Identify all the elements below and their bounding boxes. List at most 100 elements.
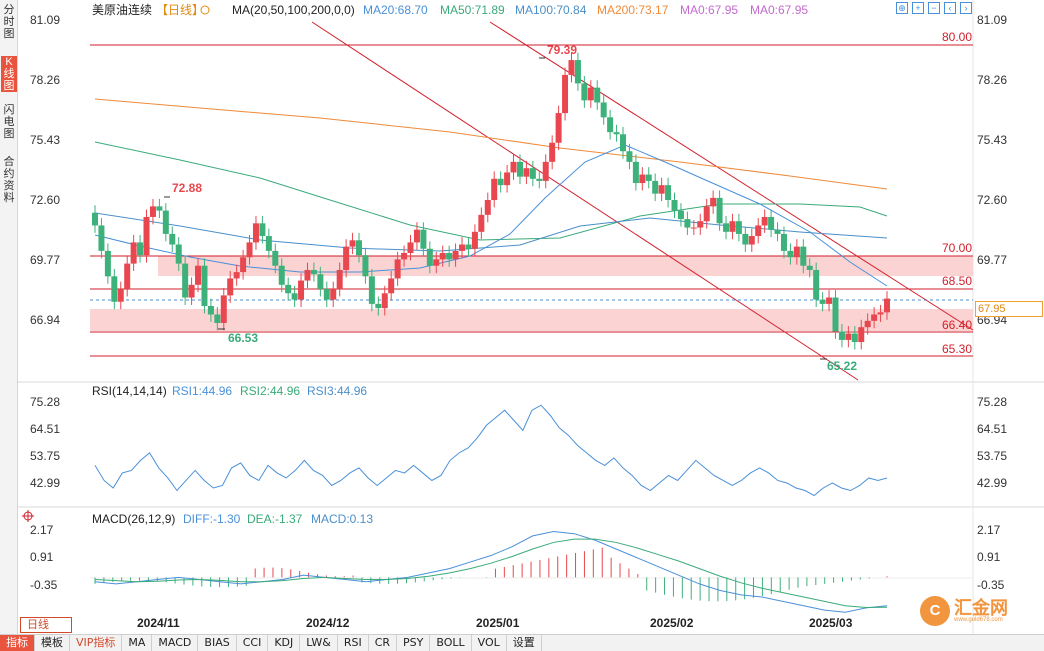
candle-body xyxy=(92,212,98,226)
tab-cci[interactable]: CCI xyxy=(237,635,269,651)
candle-body xyxy=(130,242,137,264)
watermark-url: www.gold678.com xyxy=(954,617,1003,623)
candle-body xyxy=(330,289,337,300)
candle-body xyxy=(574,60,581,84)
tab-kdj[interactable]: KDJ xyxy=(268,635,301,651)
svg-text:2025/02: 2025/02 xyxy=(650,616,694,630)
tab-psy[interactable]: PSY xyxy=(397,635,431,651)
tab-templates[interactable]: 模板 xyxy=(35,635,70,651)
support-zone xyxy=(90,309,973,331)
macd-dea-line xyxy=(94,538,888,608)
candle-body xyxy=(671,200,678,211)
tab-contract-info[interactable]: 合约资料 xyxy=(3,156,15,204)
candle-body xyxy=(104,250,111,277)
macd-diff-line xyxy=(94,531,888,613)
rsi-title: RSI(14,14,14) xyxy=(92,384,167,398)
svg-text:72.60: 72.60 xyxy=(30,193,60,207)
candle-body xyxy=(201,265,208,307)
zoom-in-icon[interactable]: + xyxy=(912,2,924,14)
candle-body xyxy=(394,259,401,279)
svg-text:0.91: 0.91 xyxy=(30,550,54,564)
fullscreen-icon[interactable]: ⊕ xyxy=(896,2,908,14)
low-left-annotation: 66.53 xyxy=(228,331,258,345)
svg-text:2024/11: 2024/11 xyxy=(137,616,180,630)
candle-body xyxy=(240,257,247,273)
candle-body xyxy=(684,219,691,228)
candle-body xyxy=(755,225,762,237)
tab-timeshare[interactable]: 分时图 xyxy=(3,4,15,40)
candle-body xyxy=(806,265,813,270)
trendline-upper-outer xyxy=(311,21,859,381)
candle-body xyxy=(252,223,259,243)
candle-body xyxy=(220,295,227,323)
tab-settings[interactable]: 设置 xyxy=(507,635,542,651)
candle-body xyxy=(787,250,794,258)
candle-body xyxy=(356,240,362,256)
candle-body xyxy=(710,197,717,207)
candle-body xyxy=(227,278,234,296)
svg-text:2025/03: 2025/03 xyxy=(809,616,853,630)
period-selector-button[interactable]: 日线 xyxy=(20,617,72,633)
tab-indicators[interactable]: 指标 xyxy=(0,635,35,651)
svg-text:64.51: 64.51 xyxy=(30,422,60,436)
candle-body xyxy=(407,242,414,254)
candle-body xyxy=(182,263,189,298)
scroll-right-icon[interactable]: › xyxy=(960,2,972,14)
macd-title: MACD(26,12,9) xyxy=(92,512,175,526)
candle-body xyxy=(523,168,530,177)
rsi-axis: 75.28 64.51 53.75 42.99 75.28 64.51 53.7… xyxy=(30,395,1007,490)
level-lines xyxy=(90,44,973,357)
candle-body xyxy=(594,87,601,103)
candle-body xyxy=(452,250,459,260)
candle-body xyxy=(607,117,614,133)
tab-macd[interactable]: MACD xyxy=(152,635,199,651)
candle-body xyxy=(620,134,626,152)
tab-flash-chart[interactable]: 闪电图 xyxy=(3,104,15,140)
settings-circle-icon[interactable] xyxy=(200,5,210,15)
tab-rsi[interactable]: RSI xyxy=(338,635,369,651)
candle-body xyxy=(291,293,298,300)
candle-body xyxy=(690,227,697,229)
candle-body xyxy=(587,87,594,101)
candle-body xyxy=(516,161,523,177)
svg-text:2.17: 2.17 xyxy=(977,523,1001,537)
candle-body xyxy=(826,297,833,304)
candle-body xyxy=(632,161,639,184)
crosshair-icon[interactable] xyxy=(22,510,34,522)
tab-ma[interactable]: MA xyxy=(122,635,153,651)
candle-body xyxy=(864,320,871,328)
candle-body xyxy=(336,269,343,290)
zoom-out-icon[interactable]: − xyxy=(928,2,940,14)
high-left-annotation: 72.88 xyxy=(172,181,202,195)
rsi-line xyxy=(94,404,888,497)
tab-cr[interactable]: CR xyxy=(369,635,398,651)
tab-bias[interactable]: BIAS xyxy=(198,635,237,651)
tab-lw[interactable]: LW& xyxy=(300,635,338,651)
candle-body xyxy=(645,174,652,181)
indicator-tabs-bar: 指标 模板 VIP指标 MA MACD BIAS CCI KDJ LW& RSI… xyxy=(0,634,1044,651)
svg-text:2024/12: 2024/12 xyxy=(306,616,350,630)
tab-vip-indicators[interactable]: VIP指标 xyxy=(70,635,123,651)
candle-body xyxy=(761,216,768,226)
candle-body xyxy=(877,312,884,315)
scroll-left-icon[interactable]: ‹ xyxy=(944,2,956,14)
candle-body xyxy=(581,83,588,101)
candle-body xyxy=(652,180,659,194)
watermark-logo: C 汇金网 www.gold678.com xyxy=(920,596,1008,626)
candle-body xyxy=(793,246,800,258)
svg-text:64.51: 64.51 xyxy=(977,422,1007,436)
candle-body xyxy=(819,299,826,304)
tab-boll[interactable]: BOLL xyxy=(430,635,472,651)
svg-text:69.77: 69.77 xyxy=(30,253,60,267)
svg-text:81.09: 81.09 xyxy=(977,13,1007,27)
ma0-label-b: MA0:67.95 xyxy=(750,3,808,17)
svg-text:78.26: 78.26 xyxy=(30,73,60,87)
candle-body xyxy=(343,246,350,270)
candle-body xyxy=(278,265,285,285)
chart-area[interactable]: 美原油连续 【日线】 MA(20,50,100,200,0,0) MA20:68… xyxy=(0,0,1044,634)
tab-vol[interactable]: VOL xyxy=(472,635,507,651)
macd-dea-label: DEA:-1.37 xyxy=(247,512,303,526)
svg-text:75.28: 75.28 xyxy=(30,395,60,409)
candle-body xyxy=(658,185,665,194)
